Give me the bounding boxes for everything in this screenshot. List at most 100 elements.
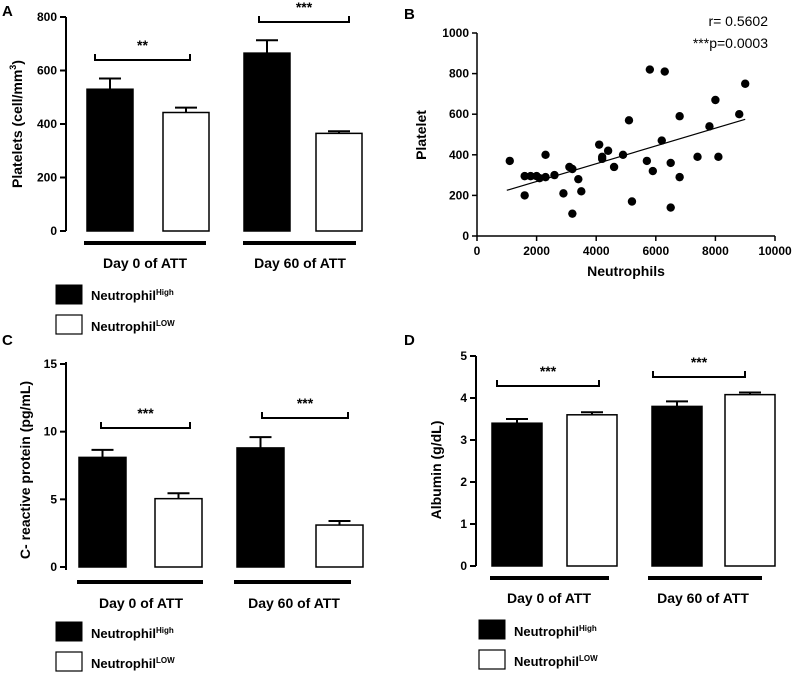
panel-d-stars-day0: *** bbox=[540, 363, 557, 379]
panel-d-bar bbox=[491, 422, 543, 567]
panel-b-point bbox=[568, 209, 577, 218]
panel-b-xtick: 8000 bbox=[702, 244, 729, 258]
panel-d-y-ticks: 0 1 2 3 4 5 bbox=[460, 349, 476, 573]
panel-d-letter: D bbox=[404, 332, 415, 349]
panel-b-point bbox=[574, 174, 583, 184]
panel-d-ytick: 5 bbox=[460, 349, 467, 363]
panel-b-xtick: 0 bbox=[474, 244, 481, 258]
panel-d-group-label-day60: Day 60 of ATT bbox=[657, 590, 749, 606]
panel-b-point bbox=[735, 110, 744, 119]
panel-c-bars bbox=[78, 436, 364, 568]
panel-b-point bbox=[657, 136, 666, 145]
panel-b-point bbox=[624, 116, 634, 125]
panel-b-ytick: 0 bbox=[462, 229, 469, 243]
panel-b-y-title: Platelet bbox=[413, 110, 429, 160]
panel-d-ytick: 0 bbox=[460, 559, 467, 573]
legend-label-low: NeutrophilLOW bbox=[514, 654, 598, 669]
panel-b-point bbox=[597, 152, 607, 162]
panel-b-point bbox=[741, 79, 750, 88]
panel-d-ytick: 2 bbox=[460, 475, 467, 489]
legend-swatch-low bbox=[478, 649, 506, 670]
panel-d-bars bbox=[491, 391, 776, 567]
panel-c-significance: *** *** bbox=[100, 395, 349, 429]
panel-a-significance: ** *** bbox=[94, 0, 350, 61]
panel-d-ytick: 4 bbox=[460, 391, 467, 405]
panel-b-point bbox=[627, 197, 637, 206]
panel-d-y-title: Albumin (g/dL) bbox=[428, 421, 444, 520]
panel-b-point bbox=[520, 171, 529, 181]
panel-d-bar bbox=[651, 405, 703, 567]
panel-c-group-label-day0: Day 0 of ATT bbox=[99, 595, 183, 611]
panel-b-point bbox=[675, 112, 684, 121]
panel-b-point bbox=[594, 140, 604, 149]
panel-b-point bbox=[577, 187, 586, 196]
legend-bottom-left: NeutrophilHigh NeutrophilLOW bbox=[55, 621, 175, 672]
panel-a-bar bbox=[243, 52, 291, 232]
panel-c-ytick: 5 bbox=[50, 492, 57, 506]
panel-b-ytick: 200 bbox=[449, 188, 469, 202]
legend-swatch-high bbox=[55, 284, 83, 305]
panel-a-stars-day0: ** bbox=[137, 37, 148, 53]
panel-b-point bbox=[568, 164, 577, 174]
panel-c: C 0 5 10 15 C- reactive protein (pg/mL) … bbox=[2, 332, 364, 611]
panel-b-point bbox=[666, 158, 675, 168]
panel-d-ytick: 1 bbox=[460, 517, 467, 531]
panel-b-point bbox=[618, 150, 628, 159]
panel-c-group-label-day60: Day 60 of ATT bbox=[248, 595, 340, 611]
panel-b-point bbox=[550, 170, 559, 180]
legend-swatch-high bbox=[55, 621, 83, 642]
panel-c-bracket bbox=[100, 422, 191, 429]
panel-b-x-ticks: 0 2000 4000 6000 8000 10000 bbox=[474, 236, 792, 258]
panel-a-ytick: 0 bbox=[50, 224, 57, 238]
panel-c-y-ticks: 0 5 10 15 bbox=[44, 357, 66, 574]
panel-c-ytick: 0 bbox=[50, 560, 57, 574]
panel-c-ytick: 15 bbox=[44, 357, 58, 371]
panel-b-point bbox=[645, 65, 655, 74]
panel-c-letter: C bbox=[2, 332, 13, 349]
panel-c-y-title: C- reactive protein (pg/mL) bbox=[17, 381, 33, 559]
panel-b-y-ticks: 0 200 400 600 800 1000 bbox=[442, 26, 477, 243]
panel-a-group-label-day0: Day 0 of ATT bbox=[103, 255, 187, 271]
panel-a-bracket bbox=[94, 54, 191, 61]
panel-b-x-title: Neutrophils bbox=[587, 263, 665, 279]
panel-a-stars-day60: *** bbox=[296, 0, 313, 15]
legend-label-high: NeutrophilHigh bbox=[514, 624, 597, 639]
panel-c-bar bbox=[236, 447, 285, 568]
legend-label-low: NeutrophilLOW bbox=[91, 656, 175, 671]
panel-a-bar bbox=[86, 88, 134, 232]
panel-b-xtick: 6000 bbox=[642, 244, 669, 258]
panel-b-point bbox=[541, 172, 550, 182]
legend-swatch-high bbox=[478, 619, 506, 640]
panel-b-point bbox=[520, 191, 529, 200]
panel-b-ytick: 400 bbox=[449, 148, 469, 162]
panel-b-point bbox=[693, 152, 702, 162]
panel-a-bracket bbox=[258, 16, 350, 23]
panel-b-point bbox=[660, 67, 669, 76]
panel-b-xtick: 2000 bbox=[523, 244, 550, 258]
legend-top: NeutrophilHigh NeutrophilLOW bbox=[55, 284, 175, 335]
panel-b-r-value: r= 0.5602 bbox=[708, 13, 768, 29]
panel-d-stars-day60: *** bbox=[691, 354, 708, 370]
panel-b-point bbox=[711, 95, 720, 105]
panel-a-letter: A bbox=[2, 3, 13, 20]
panel-d-ytick: 3 bbox=[460, 433, 467, 447]
panel-d-bracket bbox=[652, 371, 746, 378]
panel-a-bar bbox=[162, 111, 210, 232]
panel-b-p-value: ***p=0.0003 bbox=[693, 35, 768, 51]
panel-c-bar bbox=[154, 497, 203, 568]
panel-b-point bbox=[541, 150, 550, 159]
legend-swatch-low bbox=[55, 651, 83, 672]
panel-d-bracket bbox=[496, 380, 600, 387]
panel-c-bar bbox=[78, 456, 127, 568]
panel-b-point bbox=[648, 166, 658, 176]
panel-b-point bbox=[714, 152, 723, 162]
panel-a-bars bbox=[86, 39, 363, 232]
legend-label-high: NeutrophilHigh bbox=[91, 288, 174, 303]
panel-d-bar bbox=[566, 414, 618, 567]
panel-c-bar bbox=[315, 524, 364, 568]
panel-b: B 0 200 400 600 800 1000 0 2000 4000 600… bbox=[404, 6, 792, 279]
panel-a-y-title: Platelets (cell/mm3) bbox=[8, 60, 25, 188]
panel-b-ytick: 800 bbox=[449, 67, 469, 81]
panel-b-ytick: 1000 bbox=[442, 26, 469, 40]
